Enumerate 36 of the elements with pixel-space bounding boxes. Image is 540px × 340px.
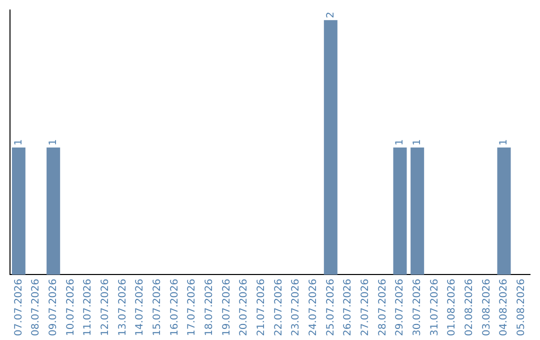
x-tick-label: 28.07.2026 [377,278,388,336]
data-label: 1 [394,139,406,146]
x-tick-label: 25.07.2026 [325,278,336,336]
x-tick-label: 18.07.2026 [204,278,215,336]
x-tick-label: 12.07.2026 [100,278,111,336]
x-tick-label: 03.08.2026 [481,278,492,336]
x-tick-label: 09.07.2026 [48,278,59,336]
x-tick-label: 17.07.2026 [186,278,198,336]
x-tick-label: 21.07.2026 [256,278,267,336]
x-tick-label: 27.07.2026 [360,278,371,336]
data-label: 1 [13,139,24,146]
data-label: 1 [498,139,510,146]
x-tick-label: 16.07.2026 [169,278,180,336]
x-tick-label: 31.07.2026 [429,278,440,336]
x-tick-label: 30.07.2026 [412,278,423,336]
x-tick-label: 19.07.2026 [221,278,232,336]
x-tick-label: 24.07.2026 [308,278,319,336]
x-tick-label: 26.07.2026 [342,278,354,336]
x-tick-label: 08.07.2026 [30,278,42,336]
x-tick-label: 04.08.2026 [498,278,510,336]
x-tick-label: 15.07.2026 [152,278,163,336]
x-tick-label: 11.07.2026 [82,278,94,336]
x-tick-label: 02.08.2026 [464,278,475,336]
x-tick-label: 01.08.2026 [446,278,458,336]
x-tick-label: 05.08.2026 [516,278,527,336]
x-tick-label: 10.07.2026 [65,278,76,336]
x-tick-label: 14.07.2026 [134,278,146,336]
data-label: 2 [325,12,336,18]
data-label: 1 [48,139,59,146]
x-tick-label: 23.07.2026 [290,278,302,336]
data-label: 1 [412,139,423,146]
x-tick-label: 07.07.2026 [13,278,24,336]
x-tick-label: 22.07.2026 [273,278,284,336]
x-tick-label: 13.07.2026 [117,278,128,336]
x-tick-label: 20.07.2026 [238,278,250,336]
x-tick-label: 29.07.2026 [394,278,406,336]
